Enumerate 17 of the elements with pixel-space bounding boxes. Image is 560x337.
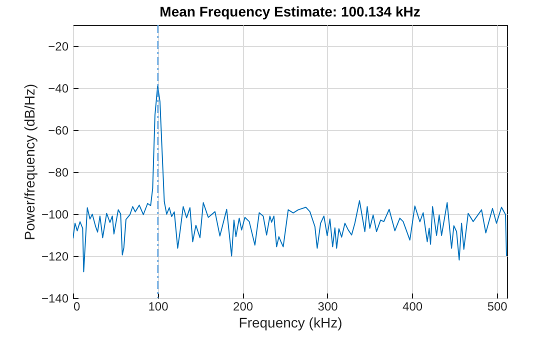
x-tick-label: 300 [318,300,338,314]
x-tick-label: 400 [402,300,423,314]
y-tick-label: −140 [41,292,69,306]
y-tick-label: −80 [48,166,69,180]
x-tick-label: 200 [233,300,254,314]
y-tick-label: −100 [41,208,69,222]
x-tick-label: 500 [487,300,508,314]
y-tick-label: −120 [41,250,69,264]
x-axis-title: Frequency (kHz) [238,314,342,330]
line-series [73,85,507,272]
y-tick-label: −40 [48,82,69,96]
chart-title: Mean Frequency Estimate: 100.134 kHz [160,3,420,20]
y-tick-label: −60 [48,124,69,138]
y-axis-title: Power/frequency (dB/Hz) [21,84,38,240]
y-tick-label: −20 [48,40,69,54]
x-tick-label: 100 [148,300,169,314]
x-tick-label: 0 [74,300,80,314]
